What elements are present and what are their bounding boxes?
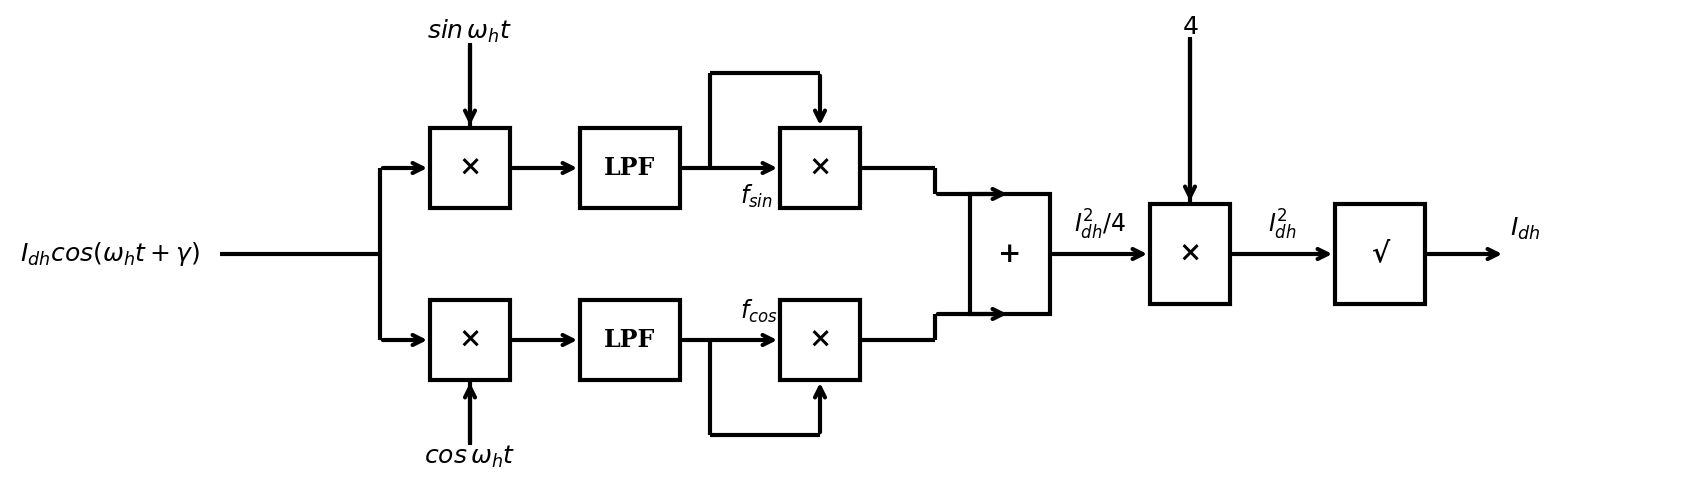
Text: ×: ×	[458, 155, 482, 182]
Text: $\mathit{I_{dh}}$: $\mathit{I_{dh}}$	[1510, 216, 1540, 242]
Text: $\mathit{sin\,\omega_h t}$: $\mathit{sin\,\omega_h t}$	[428, 18, 513, 45]
Bar	[1334, 204, 1425, 304]
Text: √: √	[1372, 241, 1389, 267]
Bar	[429, 128, 509, 208]
Bar	[579, 300, 680, 380]
Text: $\mathit{I_{dh}^2}$: $\mathit{I_{dh}^2}$	[1268, 208, 1297, 242]
Text: LPF: LPF	[605, 156, 656, 180]
Bar	[970, 194, 1050, 314]
Bar	[1150, 204, 1230, 304]
Bar	[780, 128, 861, 208]
Bar	[429, 300, 509, 380]
Text: $\mathit{cos\,\omega_h t}$: $\mathit{cos\,\omega_h t}$	[424, 444, 516, 470]
Text: ×: ×	[808, 326, 832, 353]
Text: +: +	[999, 241, 1022, 267]
Text: $4$: $4$	[1181, 15, 1198, 39]
Bar	[780, 300, 861, 380]
Text: ×: ×	[458, 326, 482, 353]
Text: $\mathit{I_{dh}cos(\omega_h t + \gamma)}$: $\mathit{I_{dh}cos(\omega_h t + \gamma)}…	[20, 240, 199, 268]
Bar	[579, 128, 680, 208]
Text: $\mathit{I_{dh}^2/4}$: $\mathit{I_{dh}^2/4}$	[1074, 208, 1126, 242]
Text: ×: ×	[1179, 241, 1201, 267]
Text: LPF: LPF	[605, 328, 656, 352]
Text: ×: ×	[808, 155, 832, 182]
Text: $\mathit{f_{cos}}$: $\mathit{f_{cos}}$	[740, 298, 777, 325]
Text: $\mathit{f_{sin}}$: $\mathit{f_{sin}}$	[740, 183, 774, 210]
